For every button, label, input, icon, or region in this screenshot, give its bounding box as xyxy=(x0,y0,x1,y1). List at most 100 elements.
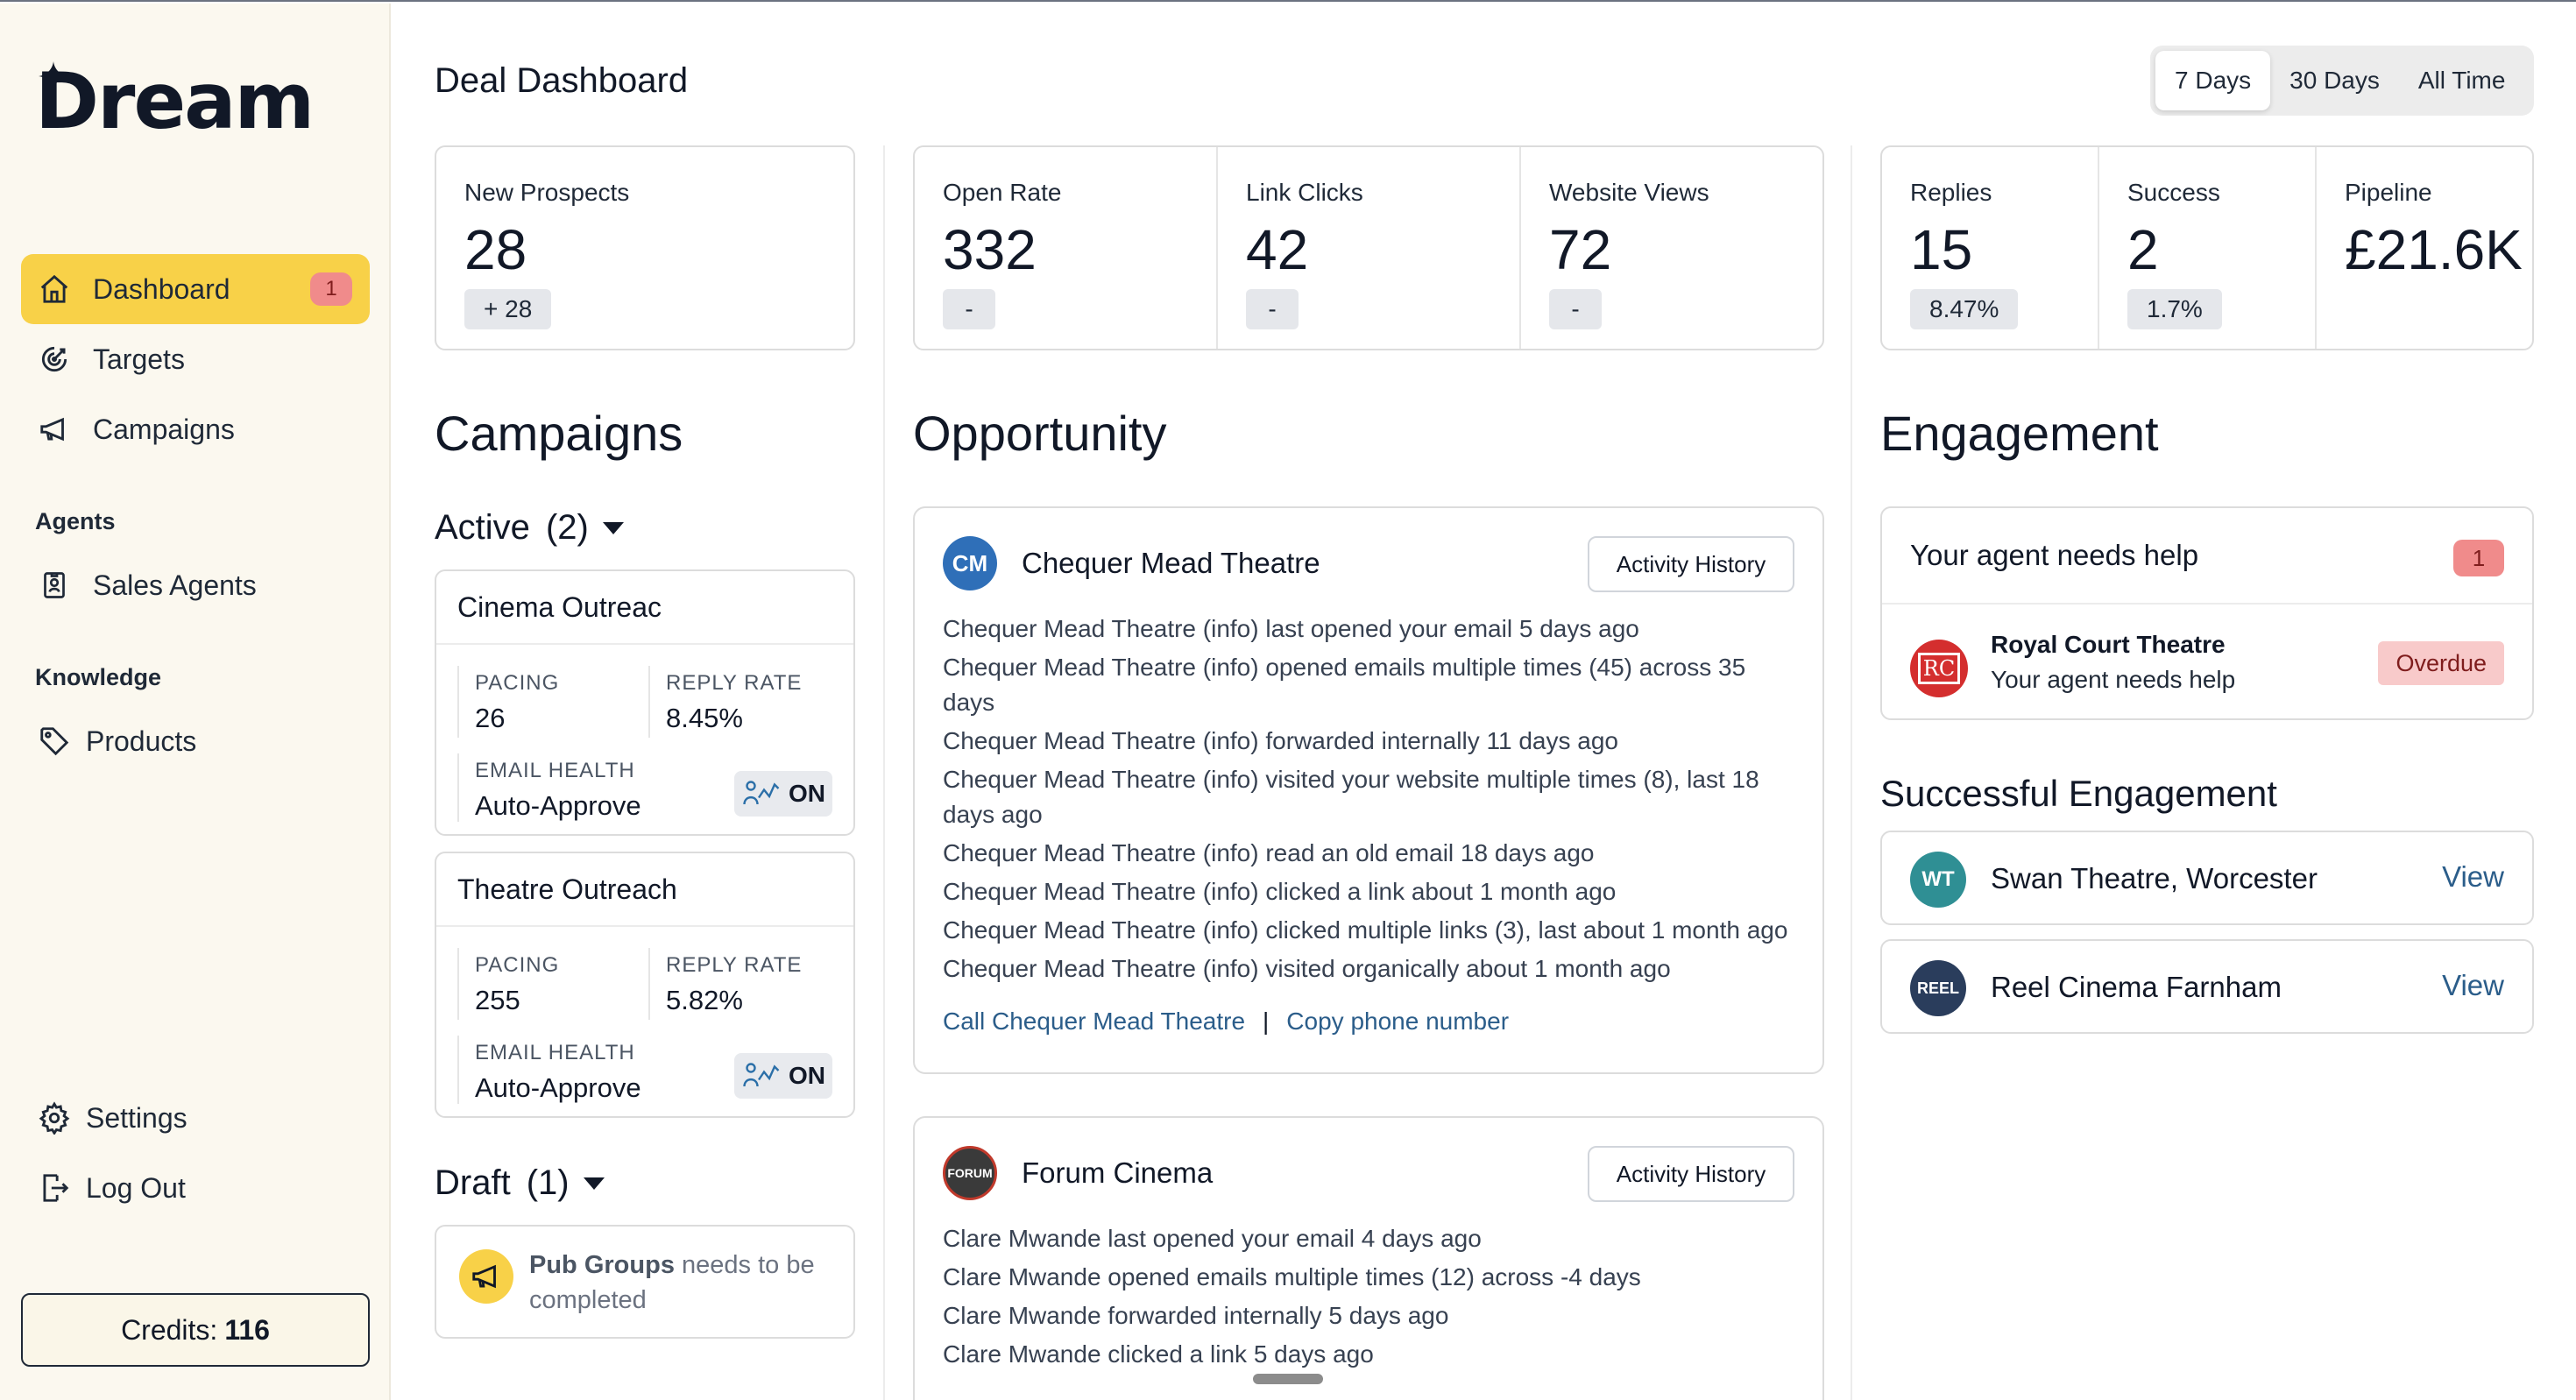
credits-label: Credits: xyxy=(121,1313,218,1346)
draft-campaign-card[interactable]: Pub Groups needs to be completed xyxy=(435,1225,855,1339)
company-logo: WT xyxy=(1910,852,1966,908)
agent-toggle[interactable]: ON xyxy=(734,1053,832,1099)
successful-engagement-item: REEL Reel Cinema Farnham View xyxy=(1880,939,2534,1034)
group-label: Draft xyxy=(435,1163,511,1202)
copy-phone-link[interactable]: Copy phone number xyxy=(1286,1008,1510,1035)
stat-label: Success xyxy=(2127,179,2220,206)
stat-label: Replies xyxy=(1910,179,1992,206)
credits-box[interactable]: Credits: 116 xyxy=(21,1293,370,1367)
group-count: (1) xyxy=(526,1163,570,1202)
sidebar-item-targets[interactable]: Targets xyxy=(21,324,370,394)
sparkle-icon xyxy=(39,61,68,91)
draft-message: Pub Groups needs to be completed xyxy=(529,1248,836,1318)
agent-toggle[interactable]: ON xyxy=(734,771,832,817)
campaigns-heading: Campaigns xyxy=(435,406,683,461)
draft-status-text: needs to be completed xyxy=(529,1251,815,1314)
column-divider xyxy=(883,145,885,1400)
draft-campaign-name: Pub Groups xyxy=(529,1251,675,1279)
campaign-card[interactable]: Cinema Outreac PACING 26 REPLY RATE 8.45… xyxy=(435,569,855,836)
sidebar-item-label: Sales Agents xyxy=(93,569,257,601)
pacing-label: PACING xyxy=(475,671,560,695)
reply-rate-label: REPLY RATE xyxy=(666,953,803,977)
stat-pipeline: Pipeline £21.6K xyxy=(2315,147,2532,349)
stat-label: Pipeline xyxy=(2345,179,2432,206)
stat-website-views: Website Views 72 - xyxy=(1519,147,1822,349)
range-option-7-days[interactable]: 7 Days xyxy=(2155,51,2271,110)
sidebar-item-label: Targets xyxy=(93,343,185,375)
logo-text: Dream xyxy=(35,56,315,146)
agent-activity-icon xyxy=(743,781,780,805)
email-health-value: Auto-Approve xyxy=(475,790,641,821)
stat-change-chip: + 28 xyxy=(464,289,552,329)
call-link[interactable]: Call Chequer Mead Theatre xyxy=(943,1008,1246,1035)
successful-engagement-heading: Successful Engagement xyxy=(1880,773,2277,814)
stat-value: 42 xyxy=(1246,218,1309,281)
opportunity-card: FORUM Forum Cinema Activity History Clar… xyxy=(913,1116,1824,1400)
company-avatar: FORUM xyxy=(943,1146,997,1200)
overdue-badge: Overdue xyxy=(2378,641,2504,685)
stat-link-clicks: Link Clicks 42 - xyxy=(1216,147,1519,349)
sidebar-item-dashboard[interactable]: Dashboard 1 xyxy=(21,254,370,324)
scroll-indicator[interactable] xyxy=(1253,1374,1323,1384)
range-option-all-time[interactable]: All Time xyxy=(2417,67,2506,94)
tag-icon xyxy=(35,722,74,760)
opportunity-heading: Opportunity xyxy=(913,406,1167,461)
pacing-label: PACING xyxy=(475,953,560,977)
page-title: Deal Dashboard xyxy=(435,61,689,100)
divider xyxy=(457,753,459,822)
stat-value: 332 xyxy=(943,218,1037,281)
group-count: (2) xyxy=(545,508,589,547)
divider xyxy=(457,948,459,1020)
activity-line: Chequer Mead Theatre (info) visited orga… xyxy=(943,955,1671,982)
stat-card-email: Open Rate 332 - Link Clicks 42 - Website… xyxy=(913,145,1824,350)
active-campaigns-toggle[interactable]: Active (2) xyxy=(435,508,624,548)
sidebar-item-sales-agents[interactable]: Sales Agents xyxy=(21,550,370,620)
reply-rate-value: 5.82% xyxy=(666,985,743,1015)
gear-icon xyxy=(35,1099,74,1137)
email-health-label: EMAIL HEALTH xyxy=(475,1041,635,1064)
company-name[interactable]: Royal Court Theatre xyxy=(1991,631,2226,658)
stat-value: 15 xyxy=(1910,218,1973,281)
view-link[interactable]: View xyxy=(2442,860,2504,893)
campaign-name: Theatre Outreach xyxy=(436,853,853,927)
campaign-name: Cinema Outreac xyxy=(436,571,853,645)
activity-history-button[interactable]: Activity History xyxy=(1588,536,1794,592)
agent-activity-icon xyxy=(743,1063,780,1087)
sidebar-item-label: Campaigns xyxy=(93,413,235,445)
stat-change-chip: - xyxy=(1549,289,1602,329)
divider xyxy=(457,1036,459,1104)
company-name: Swan Theatre, Worcester xyxy=(1991,862,2318,894)
separator: | xyxy=(1263,1008,1270,1035)
dream-logo[interactable]: Dream xyxy=(35,56,315,146)
activity-line: Clare Mwande last opened your email 4 da… xyxy=(943,1225,1482,1252)
engagement-heading: Engagement xyxy=(1880,406,2159,461)
range-option-30-days[interactable]: 30 Days xyxy=(2289,67,2380,94)
toggle-state: ON xyxy=(789,1062,825,1089)
successful-engagement-item: WT Swan Theatre, Worcester View xyxy=(1880,831,2534,925)
campaign-card[interactable]: Theatre Outreach PACING 255 REPLY RATE 5… xyxy=(435,852,855,1118)
stat-value: 72 xyxy=(1549,218,1612,281)
sidebar-item-label: Products xyxy=(86,725,197,757)
stat-card-outcomes: Replies 15 8.47% Success 2 1.7% Pipeline… xyxy=(1880,145,2534,350)
activity-list: Clare Mwande last opened your email 4 da… xyxy=(943,1221,1801,1375)
activity-history-button[interactable]: Activity History xyxy=(1588,1146,1794,1202)
sidebar-item-campaigns[interactable]: Campaigns xyxy=(21,394,370,464)
help-subtext: Your agent needs help xyxy=(1991,666,2236,693)
badge-icon xyxy=(35,566,74,605)
draft-campaigns-toggle[interactable]: Draft (1) xyxy=(435,1163,605,1203)
divider xyxy=(648,666,650,738)
caret-down-icon xyxy=(583,1177,605,1190)
activity-line: Clare Mwande clicked a link 5 days ago xyxy=(943,1340,1374,1368)
caret-down-icon xyxy=(602,521,624,534)
stat-value: 28 xyxy=(464,218,527,281)
company-name: Chequer Mead Theatre xyxy=(1022,547,1320,579)
toggle-state: ON xyxy=(789,780,825,807)
sidebar-item-products[interactable]: Products xyxy=(21,706,370,776)
divider xyxy=(457,666,459,738)
sidebar-item-settings[interactable]: Settings xyxy=(21,1083,370,1153)
help-count-badge: 1 xyxy=(2453,540,2504,576)
company-logo: REEL xyxy=(1910,960,1966,1016)
view-link[interactable]: View xyxy=(2442,969,2504,1001)
credits-value: 116 xyxy=(224,1313,270,1346)
sidebar-item-logout[interactable]: Log Out xyxy=(21,1153,370,1223)
